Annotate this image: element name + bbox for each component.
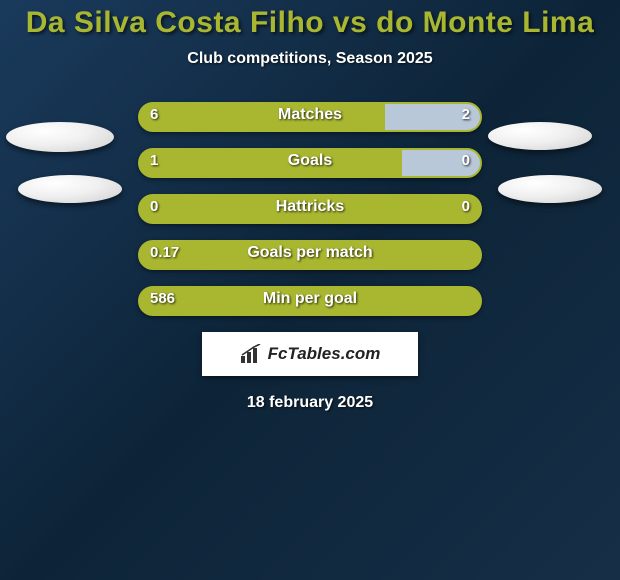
chart-icon xyxy=(240,344,262,364)
bar-track xyxy=(138,286,482,316)
subtitle: Club competitions, Season 2025 xyxy=(0,50,620,68)
bar-left-fill xyxy=(140,104,385,130)
stat-value-left: 6 xyxy=(150,102,158,132)
fctables-logo: FcTables.com xyxy=(202,332,418,376)
stat-value-right: 2 xyxy=(462,102,470,132)
bar-left-fill xyxy=(140,196,480,222)
bar-left-fill xyxy=(140,242,480,268)
stat-row: Goals per match0.17 xyxy=(0,240,620,270)
page-title: Da Silva Costa Filho vs do Monte Lima xyxy=(0,0,620,40)
stat-value-left: 0.17 xyxy=(150,240,179,270)
bar-track xyxy=(138,194,482,224)
stat-row: Goals10 xyxy=(0,148,620,178)
bar-track xyxy=(138,148,482,178)
stat-value-left: 1 xyxy=(150,148,158,178)
stat-value-left: 586 xyxy=(150,286,175,316)
stat-row: Hattricks00 xyxy=(0,194,620,224)
date-text: 18 february 2025 xyxy=(0,394,620,412)
stat-row: Matches62 xyxy=(0,102,620,132)
stat-value-right: 0 xyxy=(462,194,470,224)
stat-value-left: 0 xyxy=(150,194,158,224)
logo-text: FcTables.com xyxy=(268,344,381,364)
stat-value-right: 0 xyxy=(462,148,470,178)
bar-left-fill xyxy=(140,150,402,176)
stat-row: Min per goal586 xyxy=(0,286,620,316)
bar-left-fill xyxy=(140,288,480,314)
bar-track xyxy=(138,240,482,270)
bar-track xyxy=(138,102,482,132)
